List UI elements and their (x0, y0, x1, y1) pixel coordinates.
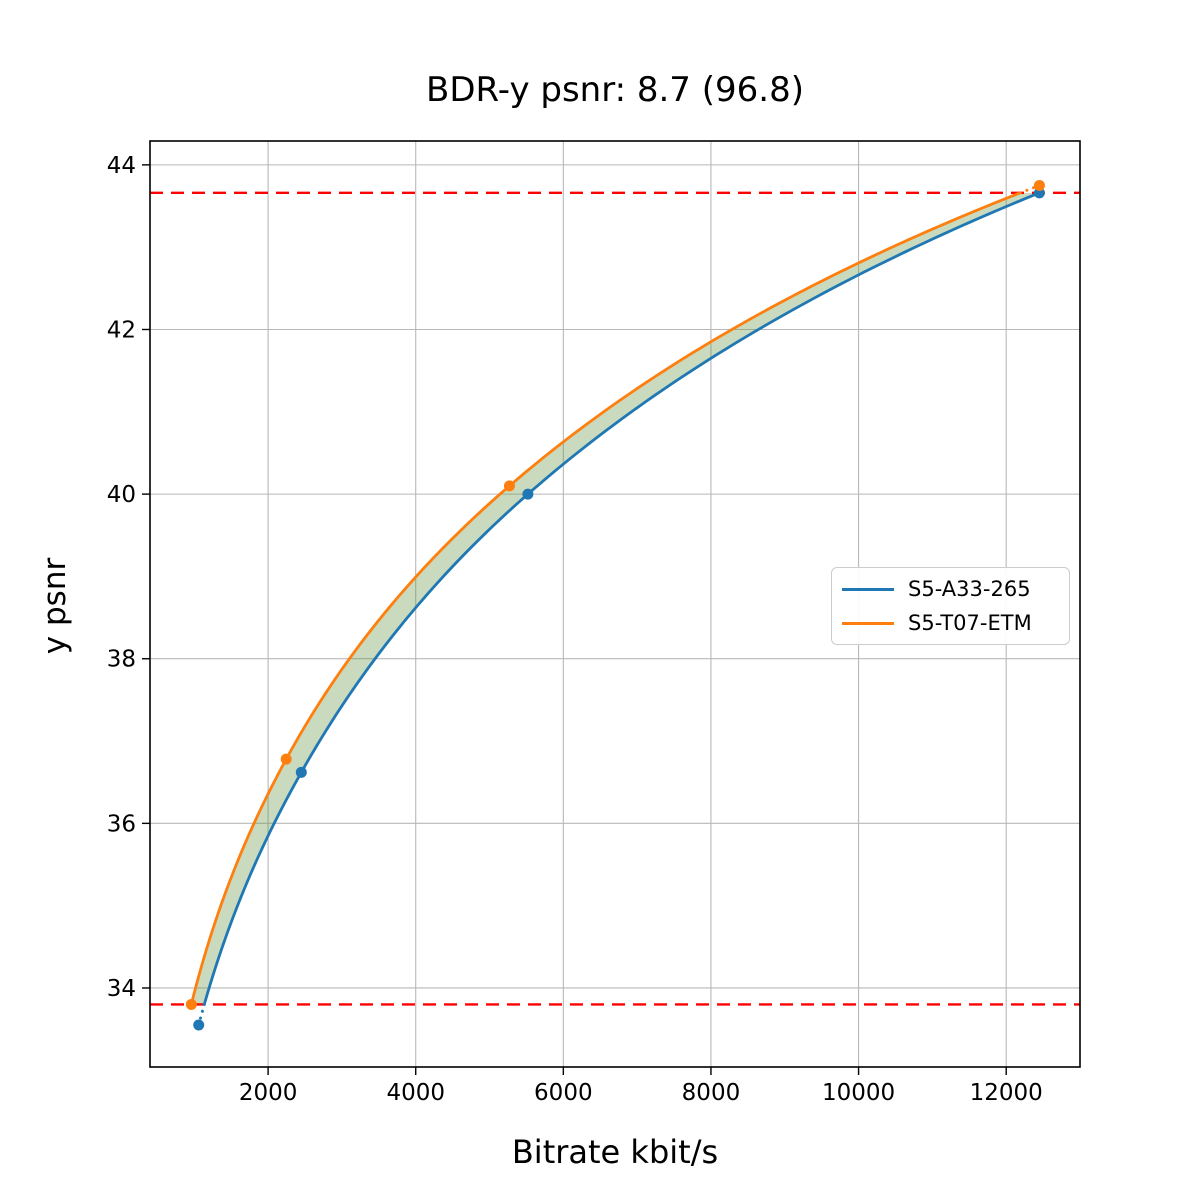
y-tick-label: 34 (107, 976, 136, 1002)
data-point-S5-T07-ETM (185, 998, 197, 1010)
x-tick-label: 8000 (682, 1080, 741, 1106)
y-tick-label: 38 (107, 647, 136, 673)
legend-line-swatch-orange (842, 621, 894, 625)
legend: S5-A33-265 S5-T07-ETM (831, 567, 1070, 645)
data-point-S5-A33-265 (522, 488, 534, 500)
data-point-S5-T07-ETM (1033, 179, 1045, 191)
chart-title: BDR-y psnr: 8.7 (96.8) (426, 70, 804, 110)
data-point-S5-A33-265 (295, 766, 307, 778)
legend-item: S5-T07-ETM (842, 606, 1059, 640)
plot-border (149, 140, 1081, 1068)
rd-curve-S5-T07-ETM (189, 191, 1022, 1006)
x-tick-label: 10000 (822, 1080, 895, 1106)
x-tick-label: 4000 (386, 1080, 445, 1106)
legend-label: S5-A33-265 (908, 577, 1031, 601)
legend-line-swatch-blue (842, 587, 894, 591)
y-tick-label: 44 (107, 153, 136, 179)
y-tick-label: 40 (107, 482, 136, 508)
data-point-S5-T07-ETM (503, 480, 515, 492)
data-point-S5-A33-265 (193, 1019, 205, 1031)
y-axis-label: y psnr (37, 557, 73, 655)
y-tick-label: 36 (107, 811, 136, 837)
x-tick-label: 2000 (239, 1080, 298, 1106)
legend-label: S5-T07-ETM (908, 611, 1032, 635)
legend-item: S5-A33-265 (842, 572, 1059, 606)
rd-curve-S5-A33-265 (202, 191, 1041, 1006)
x-tick-label: 12000 (970, 1080, 1043, 1106)
x-axis-label: Bitrate kbit/s (511, 1133, 719, 1171)
y-tick-label: 42 (107, 317, 136, 343)
x-tick-label: 6000 (534, 1080, 593, 1106)
data-point-S5-T07-ETM (280, 753, 292, 765)
